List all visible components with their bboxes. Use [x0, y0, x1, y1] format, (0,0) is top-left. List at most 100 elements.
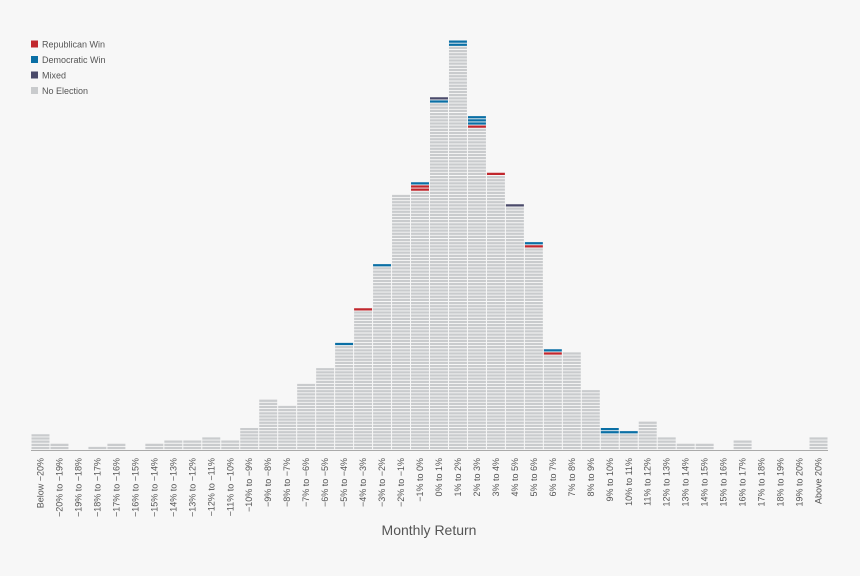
x-tick-label: −12% to −11% [206, 458, 216, 516]
x-tick-label: −11% to −10% [225, 458, 235, 516]
legend-label: No Election [42, 86, 88, 96]
legend-label: Democratic Win [42, 55, 106, 65]
bar-segment [505, 204, 524, 207]
bar-segment [448, 40, 467, 46]
x-tick-label: 9% to 10% [605, 458, 615, 502]
bar-segment [145, 443, 164, 450]
bar-segment [88, 446, 107, 450]
bar-segment [638, 421, 657, 450]
bar-segment [259, 399, 278, 450]
x-tick-label: −20% to −19% [54, 458, 64, 517]
x-tick-label: 17% to 18% [757, 458, 767, 507]
x-tick-label: 0% to 1% [434, 458, 444, 497]
x-tick-label: −10% to −9% [244, 458, 254, 512]
x-tick-label: −1% to 0% [415, 458, 425, 502]
bar-segment [335, 342, 354, 346]
bar-segment [524, 242, 543, 245]
bar-segment [430, 97, 448, 100]
x-tick-label: −13% to −12% [187, 458, 197, 517]
bar-segment [467, 128, 486, 450]
bar-segment [486, 172, 505, 176]
x-tick-label: 13% to 14% [681, 458, 691, 507]
bar-segment [183, 440, 202, 450]
bar-segment [505, 207, 524, 450]
bar-segment [809, 437, 828, 450]
bar-segment [411, 185, 429, 191]
bar-segment [562, 352, 581, 450]
x-tick-label: −2% to −1% [396, 458, 406, 507]
bar-segment [524, 245, 543, 248]
x-tick-label: 3% to 4% [491, 458, 501, 497]
x-tick-label: 2% to 3% [472, 458, 482, 497]
bar-segment [354, 308, 373, 311]
bar-segment [695, 443, 714, 450]
x-tick-label: 11% to 12% [643, 458, 653, 506]
bar-segment [467, 125, 486, 128]
bar-segment [486, 175, 505, 450]
x-tick-label: −17% to −16% [111, 458, 121, 517]
x-tick-label: −16% to −15% [130, 458, 140, 517]
legend-label: Republican Win [42, 40, 105, 50]
bar-segment [467, 116, 486, 125]
bar-segment [221, 440, 240, 450]
bar-segment [543, 352, 562, 355]
bar-segment [278, 405, 297, 450]
bar-segment [373, 267, 392, 450]
bar-segment [411, 191, 429, 450]
x-tick-label: −18% to −17% [92, 458, 102, 517]
x-tick-label: −9% to −8% [263, 458, 273, 507]
bar-segment [240, 427, 259, 450]
legend-swatch [31, 87, 38, 94]
bar-segment [581, 390, 600, 450]
bar-segment [316, 368, 335, 450]
bar-segment [430, 103, 448, 450]
x-tick-label: Below −20% [35, 458, 45, 508]
bar-segment [50, 443, 69, 450]
x-tick-label: 14% to 15% [700, 458, 710, 507]
bar-segment [448, 46, 467, 450]
bar-segment [600, 434, 619, 450]
legend-swatch [31, 71, 38, 79]
bar-segment [657, 437, 676, 450]
bar-segment [524, 248, 543, 450]
x-tick-label: 12% to 13% [662, 458, 672, 507]
bar-segment [31, 434, 50, 450]
x-tick-label: −4% to −3% [358, 458, 368, 507]
x-tick-label: 10% to 11% [624, 458, 634, 506]
x-tick-label: 4% to 5% [510, 458, 520, 497]
x-tick-label: 5% to 6% [529, 458, 539, 497]
bar-segment [354, 311, 373, 450]
legend-swatch [31, 40, 38, 48]
x-tick-label: −3% to −2% [377, 458, 387, 507]
bar-segment [107, 443, 126, 450]
bar-segment [543, 349, 562, 352]
bar-segment [411, 182, 429, 185]
legend-label: Mixed [42, 71, 66, 81]
bar-segment [335, 346, 354, 450]
x-tick-label: −6% to −5% [320, 458, 330, 507]
x-axis-title: Monthly Return [382, 522, 477, 538]
x-tick-label: 7% to 8% [567, 458, 577, 497]
bar-segment [600, 427, 619, 434]
bar-segment [392, 194, 411, 450]
bar-segment [676, 443, 695, 450]
x-tick-label: −8% to −7% [282, 458, 292, 507]
bar-segment [164, 440, 183, 450]
bar-segment [543, 355, 562, 450]
bar-segment [297, 383, 316, 450]
x-tick-label: −7% to −6% [301, 458, 311, 507]
x-tick-label: −19% to −18% [73, 458, 83, 517]
x-tick-label: 19% to 20% [795, 458, 805, 507]
bar-segment [202, 437, 221, 450]
x-tick-label: 18% to 19% [776, 458, 786, 507]
legend-swatch [31, 56, 38, 63]
x-tick-label: −5% to −4% [339, 458, 349, 507]
x-tick-label: −14% to −13% [168, 458, 178, 517]
x-tick-label: 1% to 2% [453, 458, 463, 497]
x-tick-label: −15% to −14% [149, 458, 159, 517]
x-tick-label: 15% to 16% [719, 458, 729, 507]
x-tick-label: 6% to 7% [548, 458, 558, 497]
bar-segment [619, 434, 638, 450]
x-tick-label: Above 20% [814, 458, 824, 504]
bar-segment [430, 100, 448, 103]
